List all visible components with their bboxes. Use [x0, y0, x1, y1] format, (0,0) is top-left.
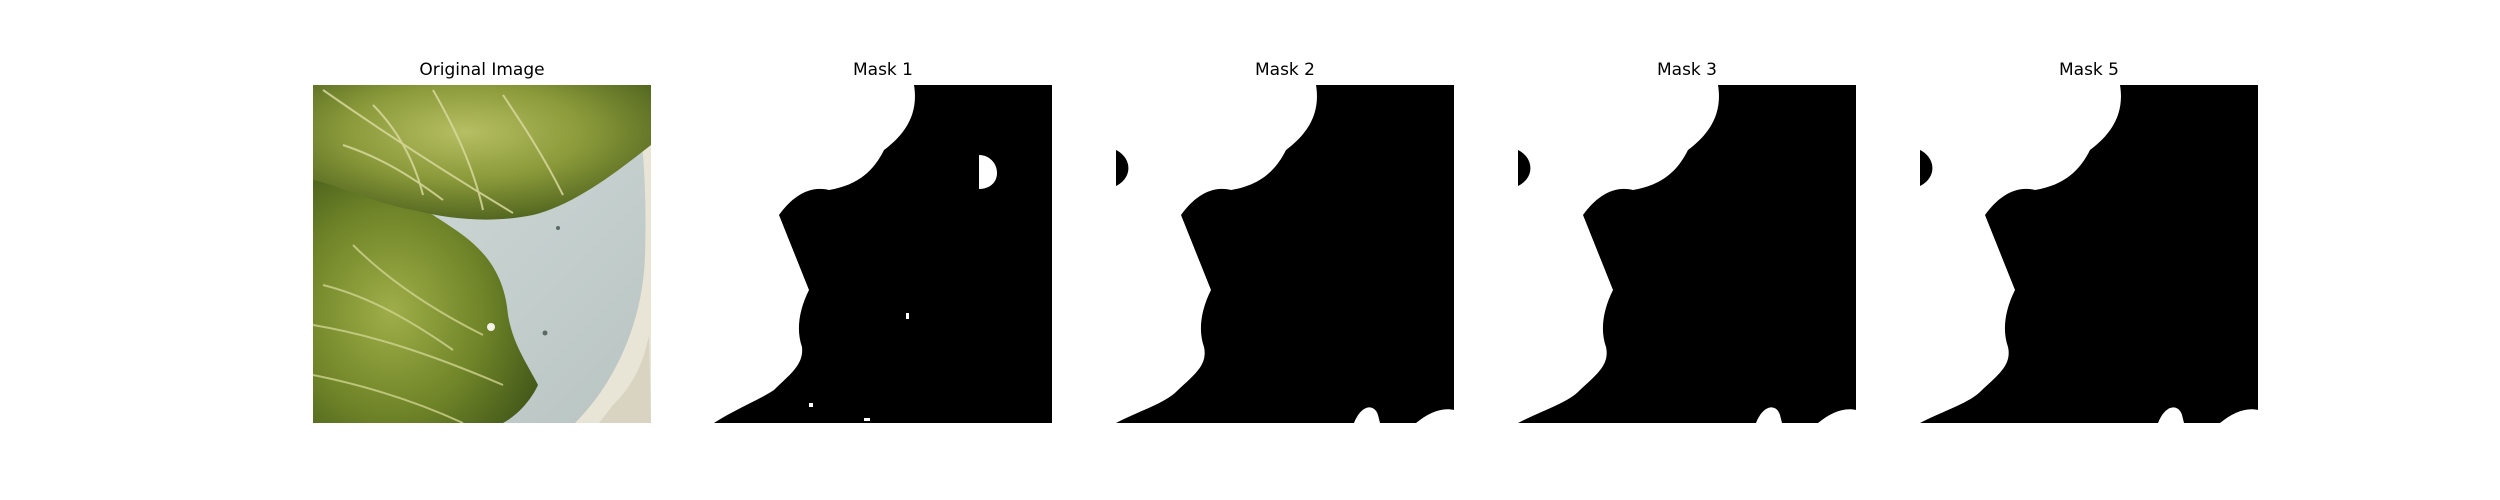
- panel-title: Mask 5: [2058, 60, 2119, 80]
- panel-title: Mask 2: [1254, 60, 1315, 80]
- panel-mask-3: Mask 3: [1518, 0, 1856, 500]
- mask-image: [1116, 85, 1454, 423]
- mask-image: [1518, 85, 1856, 423]
- panel-title: Mask 3: [1656, 60, 1717, 80]
- panel-title: Original Image: [419, 60, 545, 80]
- original-image: [313, 85, 651, 423]
- mask-image: [714, 85, 1052, 423]
- panel-original-image: Original Image: [313, 0, 651, 500]
- panel-mask-5: Mask 5: [1920, 0, 2258, 500]
- panel-mask-2: Mask 2: [1116, 0, 1454, 500]
- mask-fragment: [1518, 150, 1531, 186]
- mask-fragment: [1116, 150, 1129, 186]
- mask-image: [1920, 85, 2258, 423]
- mask-fragment: [1920, 150, 1933, 186]
- panel-mask-1: Mask 1: [714, 0, 1052, 500]
- panel-title: Mask 1: [852, 60, 913, 80]
